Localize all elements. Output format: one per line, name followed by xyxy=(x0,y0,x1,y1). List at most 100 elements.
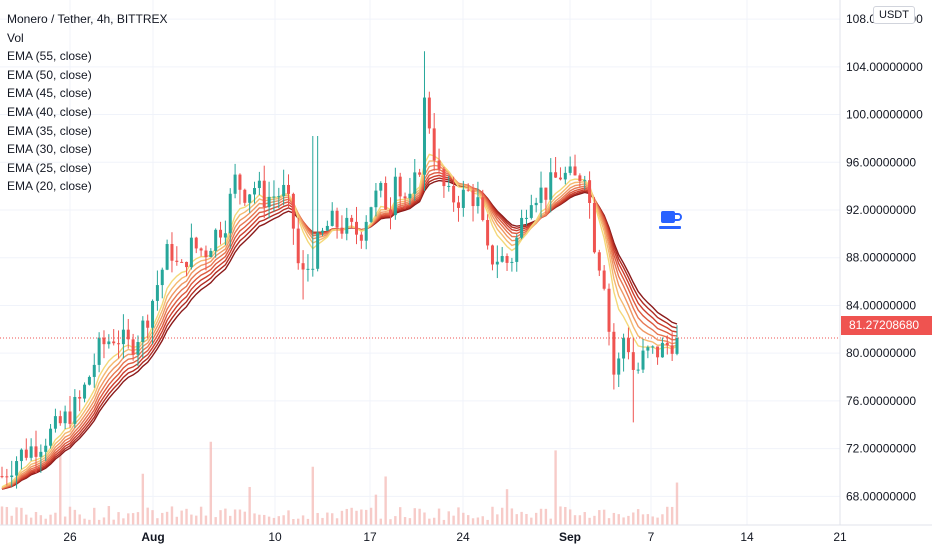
time-tick-label: 21 xyxy=(833,530,847,544)
candle xyxy=(102,330,106,359)
candle-body xyxy=(321,230,325,233)
ema-20-label[interactable]: EMA (20, close) xyxy=(7,179,92,194)
ema-line xyxy=(1,164,678,489)
candle xyxy=(107,334,111,349)
candle-body xyxy=(10,475,14,478)
volume-bar xyxy=(326,512,329,525)
volume-bar xyxy=(360,509,363,525)
volume-bar xyxy=(588,517,591,525)
volume-bar xyxy=(204,515,208,525)
volume-bar xyxy=(219,510,222,525)
candle-body xyxy=(505,256,509,263)
candle xyxy=(185,261,189,277)
ema-35-label[interactable]: EMA (35, close) xyxy=(7,123,92,138)
volume-bar xyxy=(452,515,455,525)
candle xyxy=(257,171,261,196)
candle xyxy=(97,332,101,373)
candle-body xyxy=(301,263,305,270)
symbol-title[interactable]: Monero / Tether, 4h, BITTREX xyxy=(7,12,168,26)
candle-body xyxy=(592,202,596,253)
candle xyxy=(282,169,286,206)
ema-45-label[interactable]: EMA (45, close) xyxy=(7,86,92,101)
candle-body xyxy=(223,233,227,238)
candle xyxy=(24,438,28,461)
ema-30-label[interactable]: EMA (30, close) xyxy=(7,142,92,157)
candle-body xyxy=(359,234,363,241)
ema-line xyxy=(1,179,678,490)
candle xyxy=(456,195,460,222)
volume-bar xyxy=(476,517,480,525)
volume-bar xyxy=(632,512,635,525)
ema-55-label[interactable]: EMA (55, close) xyxy=(7,49,92,64)
candle xyxy=(306,254,310,282)
candle-body xyxy=(622,337,626,359)
candle-body xyxy=(636,369,640,371)
last-price-badge: 81.27208680 xyxy=(841,316,932,335)
candle-body xyxy=(597,252,601,271)
volume-bar xyxy=(389,519,392,525)
volume-bar xyxy=(656,517,659,525)
candle xyxy=(63,405,67,430)
volume-bar xyxy=(403,517,407,525)
candle-body xyxy=(29,446,33,458)
candle xyxy=(121,314,125,359)
candle xyxy=(267,181,271,219)
candle xyxy=(262,165,266,219)
candle xyxy=(345,207,349,241)
candle-body xyxy=(379,182,383,191)
candle xyxy=(466,183,470,192)
ema-40-label[interactable]: EMA (40, close) xyxy=(7,104,92,119)
candle-body xyxy=(631,352,635,370)
price-axis[interactable]: 108.00000000104.00000000100.0000000096.0… xyxy=(839,0,923,525)
volume-bar xyxy=(214,517,217,525)
candle-body xyxy=(287,184,291,194)
candle-body xyxy=(155,285,159,301)
ema-25-label[interactable]: EMA (25, close) xyxy=(7,160,92,175)
volume-bar xyxy=(486,519,489,525)
volume-bar xyxy=(345,508,348,525)
volume-label[interactable]: Vol xyxy=(7,30,24,45)
candle-body xyxy=(418,172,422,175)
candle xyxy=(461,180,465,217)
candle-body xyxy=(185,261,189,268)
candle-body xyxy=(58,416,62,424)
volume-bar xyxy=(646,514,650,525)
time-axis[interactable]: 26 Aug 10 17 24 Sep 7 14 21 xyxy=(0,524,932,544)
currency-selector[interactable]: USDT xyxy=(873,6,915,24)
candle xyxy=(131,333,135,361)
volume-bar xyxy=(428,518,431,525)
candle xyxy=(369,206,373,223)
candle xyxy=(442,166,446,198)
candle-body xyxy=(544,187,548,200)
candle-body xyxy=(209,250,213,258)
volume-bar xyxy=(607,518,611,525)
candle-body xyxy=(97,337,101,365)
candle xyxy=(44,438,48,462)
candle xyxy=(660,337,664,358)
candle xyxy=(665,335,669,355)
volume-bar xyxy=(267,516,271,525)
candle xyxy=(573,154,577,176)
coffee-cup-icon[interactable] xyxy=(659,211,682,229)
candle-body xyxy=(44,445,48,452)
volume-bar xyxy=(437,508,441,525)
candle xyxy=(471,183,475,222)
time-tick-label: 14 xyxy=(740,530,754,544)
candle-body xyxy=(626,337,630,353)
candle xyxy=(393,167,397,220)
volume-bar xyxy=(15,507,18,525)
volume-bar xyxy=(209,441,213,525)
ema-50-label[interactable]: EMA (50, close) xyxy=(7,67,92,82)
candle-body xyxy=(248,194,252,203)
candle xyxy=(146,314,150,338)
candle-body xyxy=(165,244,169,270)
candle-body xyxy=(83,384,87,399)
candle-body xyxy=(19,449,23,462)
volume-bar xyxy=(49,514,52,525)
candle-body xyxy=(388,209,392,216)
candle-body xyxy=(442,169,446,187)
candle-body xyxy=(524,217,528,219)
volume-bar xyxy=(83,518,86,525)
candle-body xyxy=(495,261,499,265)
